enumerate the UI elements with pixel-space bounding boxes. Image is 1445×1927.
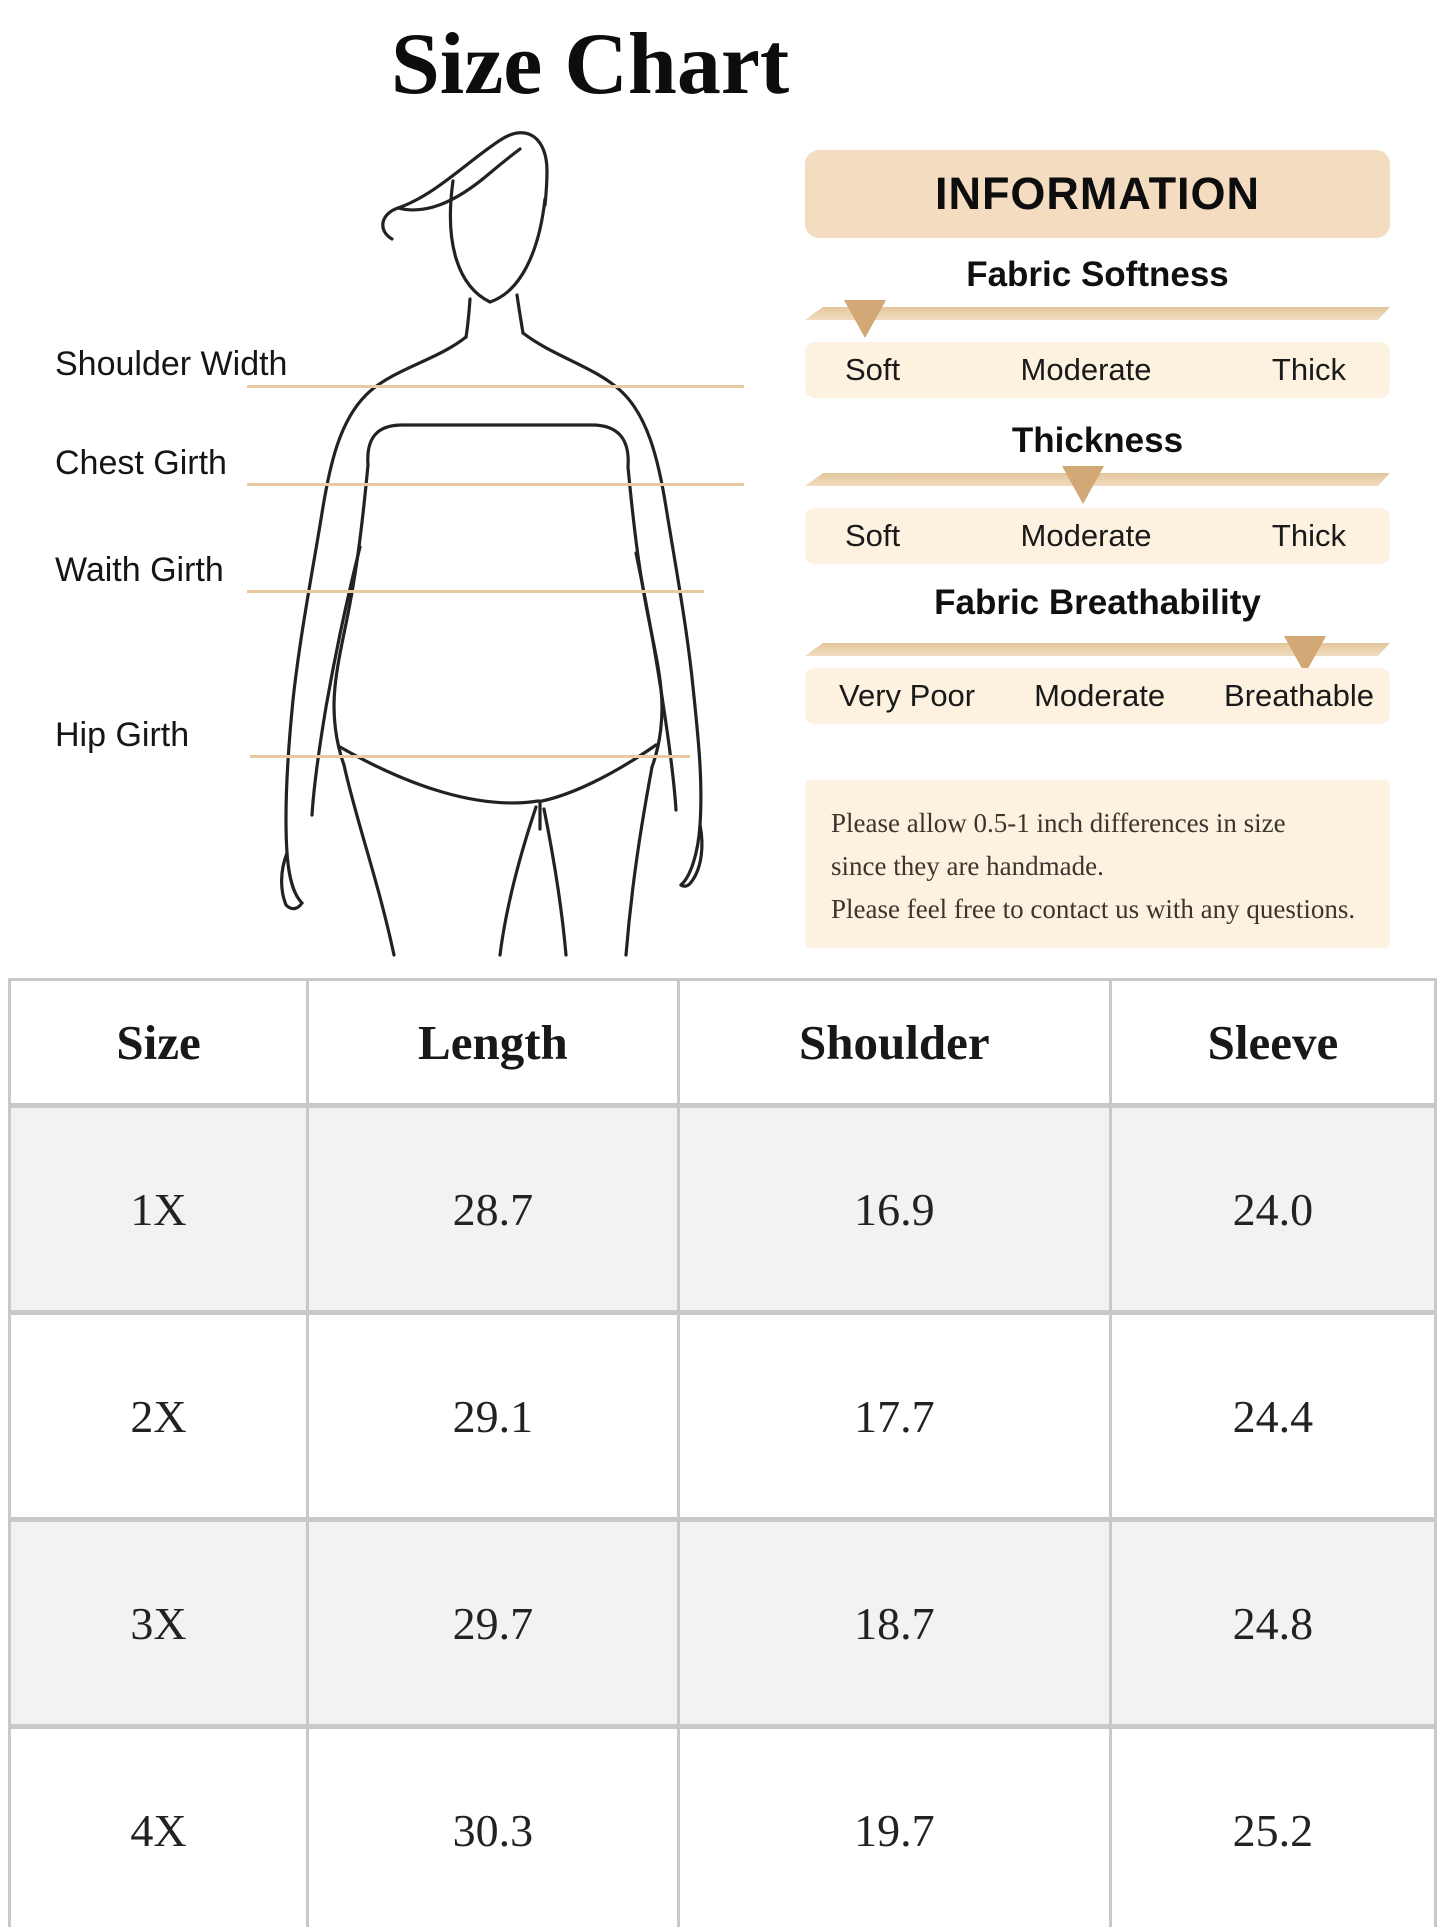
cell-size: 1X — [7, 1103, 310, 1315]
information-panel: INFORMATION Fabric Softness Soft Moderat… — [805, 150, 1390, 950]
body-outline-drawing — [280, 131, 704, 957]
table-row-2x: 2X 29.1 17.7 24.4 — [7, 1310, 1438, 1522]
label-shoulder-width: Shoulder Width — [55, 345, 288, 383]
shoulder-guide-line — [247, 385, 744, 388]
scale-label: Soft — [845, 352, 901, 387]
cell-length: 29.7 — [306, 1517, 680, 1729]
label-waith-girth: Waith Girth — [55, 551, 224, 589]
cell-length: 30.3 — [306, 1724, 680, 1927]
scale-label: Moderate — [1020, 518, 1152, 553]
right-arm-inner — [634, 551, 678, 812]
cell-shoulder: 19.7 — [676, 1724, 1112, 1927]
thickness-scale-labels: Soft Moderate Thick — [805, 508, 1390, 564]
table-row-4x: 4X 30.3 19.7 25.2 — [7, 1724, 1438, 1927]
left-hand — [280, 851, 304, 911]
label-hip-girth: Hip Girth — [55, 716, 190, 754]
scale-label: Moderate — [1020, 352, 1152, 387]
thickness-heading: Thickness — [1011, 421, 1184, 460]
cell-sleeve: 24.8 — [1108, 1517, 1438, 1729]
size-table: Size Length Shoulder Sleeve 1X 28.7 16.9… — [7, 978, 1438, 1927]
note-line: Please feel free to contact us with any … — [831, 894, 1356, 924]
bikini-left — [338, 745, 540, 805]
fabric-breathability-scale-bar — [805, 643, 1390, 656]
cell-sleeve: 24.4 — [1108, 1310, 1438, 1522]
thickness-marker-icon — [1061, 466, 1104, 504]
scale-label: Breathable — [1224, 678, 1374, 713]
cell-sleeve: 24.0 — [1108, 1103, 1438, 1315]
right-leg-outer — [624, 765, 654, 957]
left-leg-inner — [498, 805, 538, 957]
column-header-sleeve: Sleeve — [1108, 978, 1438, 1108]
cell-size: 4X — [7, 1724, 310, 1927]
waith-guide-line — [247, 590, 704, 593]
fabric-breathability-marker-icon — [1284, 636, 1327, 674]
hair-strand — [396, 147, 522, 212]
left-arm-inner — [310, 545, 362, 817]
cell-length: 28.7 — [306, 1103, 680, 1315]
scale-label: Soft — [845, 518, 901, 553]
size-table-header-row: Size Length Shoulder Sleeve — [7, 978, 1438, 1108]
fabric-softness-marker-icon — [844, 300, 887, 338]
left-arm-outer — [284, 335, 468, 905]
information-header: INFORMATION — [805, 150, 1390, 238]
bikini-right — [540, 743, 658, 803]
label-chest-girth: Chest Girth — [55, 444, 227, 482]
scale-label: Very Poor — [839, 678, 976, 713]
cell-shoulder: 18.7 — [676, 1517, 1112, 1729]
scale-label: Thick — [1271, 518, 1346, 553]
cell-size: 2X — [7, 1310, 310, 1522]
cell-sleeve: 25.2 — [1108, 1724, 1438, 1927]
cell-shoulder: 16.9 — [676, 1103, 1112, 1315]
handmade-note: Please allow 0.5-1 inch differences in s… — [805, 780, 1390, 948]
right-hand — [679, 823, 704, 888]
fabric-softness-heading: Fabric Softness — [966, 255, 1229, 294]
right-leg-inner — [542, 807, 568, 957]
note-line: Please allow 0.5-1 inch differences in s… — [831, 808, 1286, 838]
fabric-softness-scale-bar — [805, 307, 1390, 320]
scale-label: Thick — [1271, 352, 1346, 387]
column-header-shoulder: Shoulder — [676, 978, 1112, 1108]
hair-line — [381, 131, 549, 241]
fabric-softness-scale-labels: Soft Moderate Thick — [805, 342, 1390, 398]
left-leg-outer — [342, 763, 396, 957]
column-header-length: Length — [306, 978, 680, 1108]
fabric-breathability-scale-labels: Very Poor Moderate Breathable — [805, 668, 1390, 724]
cell-shoulder: 17.7 — [676, 1310, 1112, 1522]
chest-guide-line — [247, 483, 744, 486]
column-header-size: Size — [7, 978, 310, 1108]
torso-left — [332, 463, 370, 767]
torso-right — [626, 465, 664, 769]
fabric-breathability-heading: Fabric Breathability — [934, 583, 1261, 622]
table-row-1x: 1X 28.7 16.9 24.0 — [7, 1103, 1438, 1315]
cell-size: 3X — [7, 1517, 310, 1729]
cell-length: 29.1 — [306, 1310, 680, 1522]
neck-left — [464, 297, 472, 339]
scale-label: Moderate — [1034, 678, 1166, 713]
note-line: since they are handmade. — [831, 851, 1104, 881]
hip-guide-line — [250, 755, 690, 758]
table-row-3x: 3X 29.7 18.7 24.8 — [7, 1517, 1438, 1729]
page-title: Size Chart — [390, 16, 790, 113]
strapless-top-edge — [366, 423, 630, 469]
face-outline — [448, 179, 547, 304]
neck-right — [515, 293, 525, 335]
